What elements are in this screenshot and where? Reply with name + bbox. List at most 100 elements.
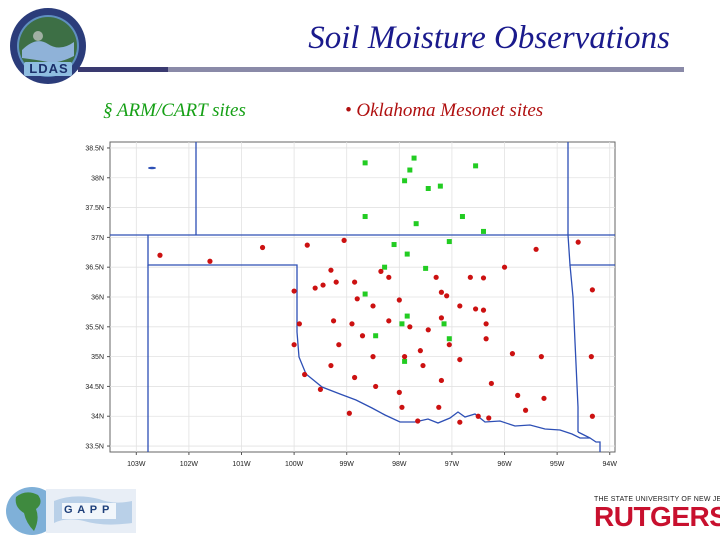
mesonet-site-marker <box>589 287 595 293</box>
legend-arm-label: ARM/CART sites <box>116 100 246 121</box>
x-tick-label: 99W <box>340 461 355 468</box>
lake-marker <box>148 166 156 170</box>
mesonet-site-marker <box>446 342 452 348</box>
arm-site-marker <box>480 228 486 234</box>
mesonet-site-marker <box>386 318 392 324</box>
y-tick-label: 35N <box>91 354 104 361</box>
soil-moisture-map: 103W 102W 101W 100W 99W 98W 97W 96W 95W 94W 38.5N 3… <box>85 141 618 468</box>
mesonet-site-marker <box>457 303 463 309</box>
mesonet-site-marker <box>291 288 297 294</box>
rutgers-name: RUTGERS <box>594 501 720 532</box>
y-tick-label: 37.5N <box>85 205 104 212</box>
arm-site-marker <box>402 178 408 184</box>
mesonet-site-marker <box>467 274 473 280</box>
ldas-logo-text: LDAS <box>29 61 69 76</box>
mesonet-site-marker <box>352 374 358 381</box>
arm-site-marker <box>373 333 379 339</box>
y-tick-label: 36.5N <box>85 265 104 272</box>
mesonet-site-marker <box>509 351 516 357</box>
mesonet-site-marker <box>157 252 163 258</box>
legend-mesonet-sites: • Oklahoma Mesonet sites <box>345 100 543 122</box>
title-underline-accent <box>78 67 168 72</box>
mesonet-site-marker <box>420 362 426 369</box>
mesonet-site-marker <box>486 415 492 421</box>
mesonet-site-marker <box>438 315 445 321</box>
ldas-globe-icon <box>10 8 86 84</box>
x-tick-label: 94W <box>603 461 618 468</box>
mesonet-site-marker <box>302 371 308 378</box>
mesonet-site-marker <box>438 377 445 384</box>
y-tick-label: 33.5N <box>85 444 104 451</box>
title-underline <box>78 67 684 72</box>
arm-site-marker <box>399 321 405 327</box>
mesonet-site-marker <box>320 282 326 288</box>
y-tick-label: 34N <box>91 414 104 421</box>
mesonet-site-marker <box>457 356 463 363</box>
arm-site-marker <box>423 265 429 271</box>
border-ok-ar <box>569 264 579 432</box>
y-tick-label: 34.5N <box>85 384 104 391</box>
slide-title: Soil Moisture Observations <box>308 20 670 56</box>
y-tick-label: 38.5N <box>85 145 104 152</box>
mesonet-site-marker <box>291 342 297 348</box>
mesonet-site-marker <box>444 293 450 299</box>
mesonet-site-marker <box>378 268 384 274</box>
x-tick-label: 102W <box>180 461 199 468</box>
mesonet-site-marker <box>483 321 489 327</box>
x-tick-label: 96W <box>497 461 512 468</box>
arm-site-marker <box>446 239 452 245</box>
arm-site-marker <box>362 291 368 297</box>
arm-site-marker <box>407 167 413 173</box>
mesonet-site-marker <box>425 327 431 333</box>
arm-site-marker <box>411 155 417 161</box>
arm-site-marker <box>362 160 368 166</box>
x-tick-label: 98W <box>392 461 407 468</box>
arm-site-marker <box>437 183 443 189</box>
mesonet-site-marker <box>259 244 266 251</box>
mesonet-site-marker <box>575 239 581 245</box>
arm-site-marker <box>473 163 479 169</box>
y-tick-label: 37N <box>91 235 104 242</box>
x-tick-label: 97W <box>445 461 460 468</box>
mesonet-site-marker <box>386 274 392 280</box>
mesonet-site-marker <box>373 383 379 390</box>
arm-site-marker <box>441 321 447 327</box>
map-grid <box>110 142 615 452</box>
arm-site-marker <box>391 242 397 248</box>
mesonet-site-marker <box>359 333 366 339</box>
border-ok-panhandle <box>147 235 298 332</box>
gapp-logo-text: G A P P <box>64 504 111 516</box>
mesonet-site-marker <box>541 395 547 401</box>
border-ar-tx <box>577 431 591 439</box>
mesonet-site-marker <box>317 386 324 393</box>
mesonet-site-marker <box>588 354 594 360</box>
legend-mesonet-label: Oklahoma Mesonet sites <box>356 100 544 121</box>
mesonet-site-marker <box>472 306 479 312</box>
state-borders <box>110 142 615 452</box>
rutgers-university-line: THE STATE UNIVERSITY OF NEW JERSEY <box>594 496 720 503</box>
mesonet-site-marker <box>336 342 342 348</box>
border-red-river <box>296 331 601 452</box>
gapp-map-icon <box>6 487 136 535</box>
mesonet-site-marker <box>433 274 439 280</box>
x-tick-label: 100W <box>285 461 304 468</box>
mesonet-site-marker <box>328 267 334 273</box>
x-tick-label: 103W <box>127 461 146 468</box>
mesonet-site-marker <box>480 307 487 313</box>
legend-arm-bullet: § <box>103 100 113 121</box>
mesonet-site-marker <box>457 419 463 425</box>
mesonet-site-marker <box>304 242 310 248</box>
mesonet-site-marker <box>333 279 339 285</box>
mesonet-site-marker <box>522 407 529 413</box>
mesonet-site-marker <box>475 413 481 419</box>
mesonet-site-marker <box>501 264 508 270</box>
mesonet-site-marker <box>438 289 445 295</box>
mesonet-site-marker <box>352 279 358 285</box>
x-tick-label: 101W <box>232 461 251 468</box>
mesonet-site-marker <box>346 410 352 416</box>
mesonet-site-marker <box>415 418 421 424</box>
arm-site-marker <box>413 221 419 227</box>
mesonet-site-marker <box>349 321 355 327</box>
mesonet-site-marker <box>538 354 544 360</box>
mesonet-site-marker <box>296 321 302 327</box>
